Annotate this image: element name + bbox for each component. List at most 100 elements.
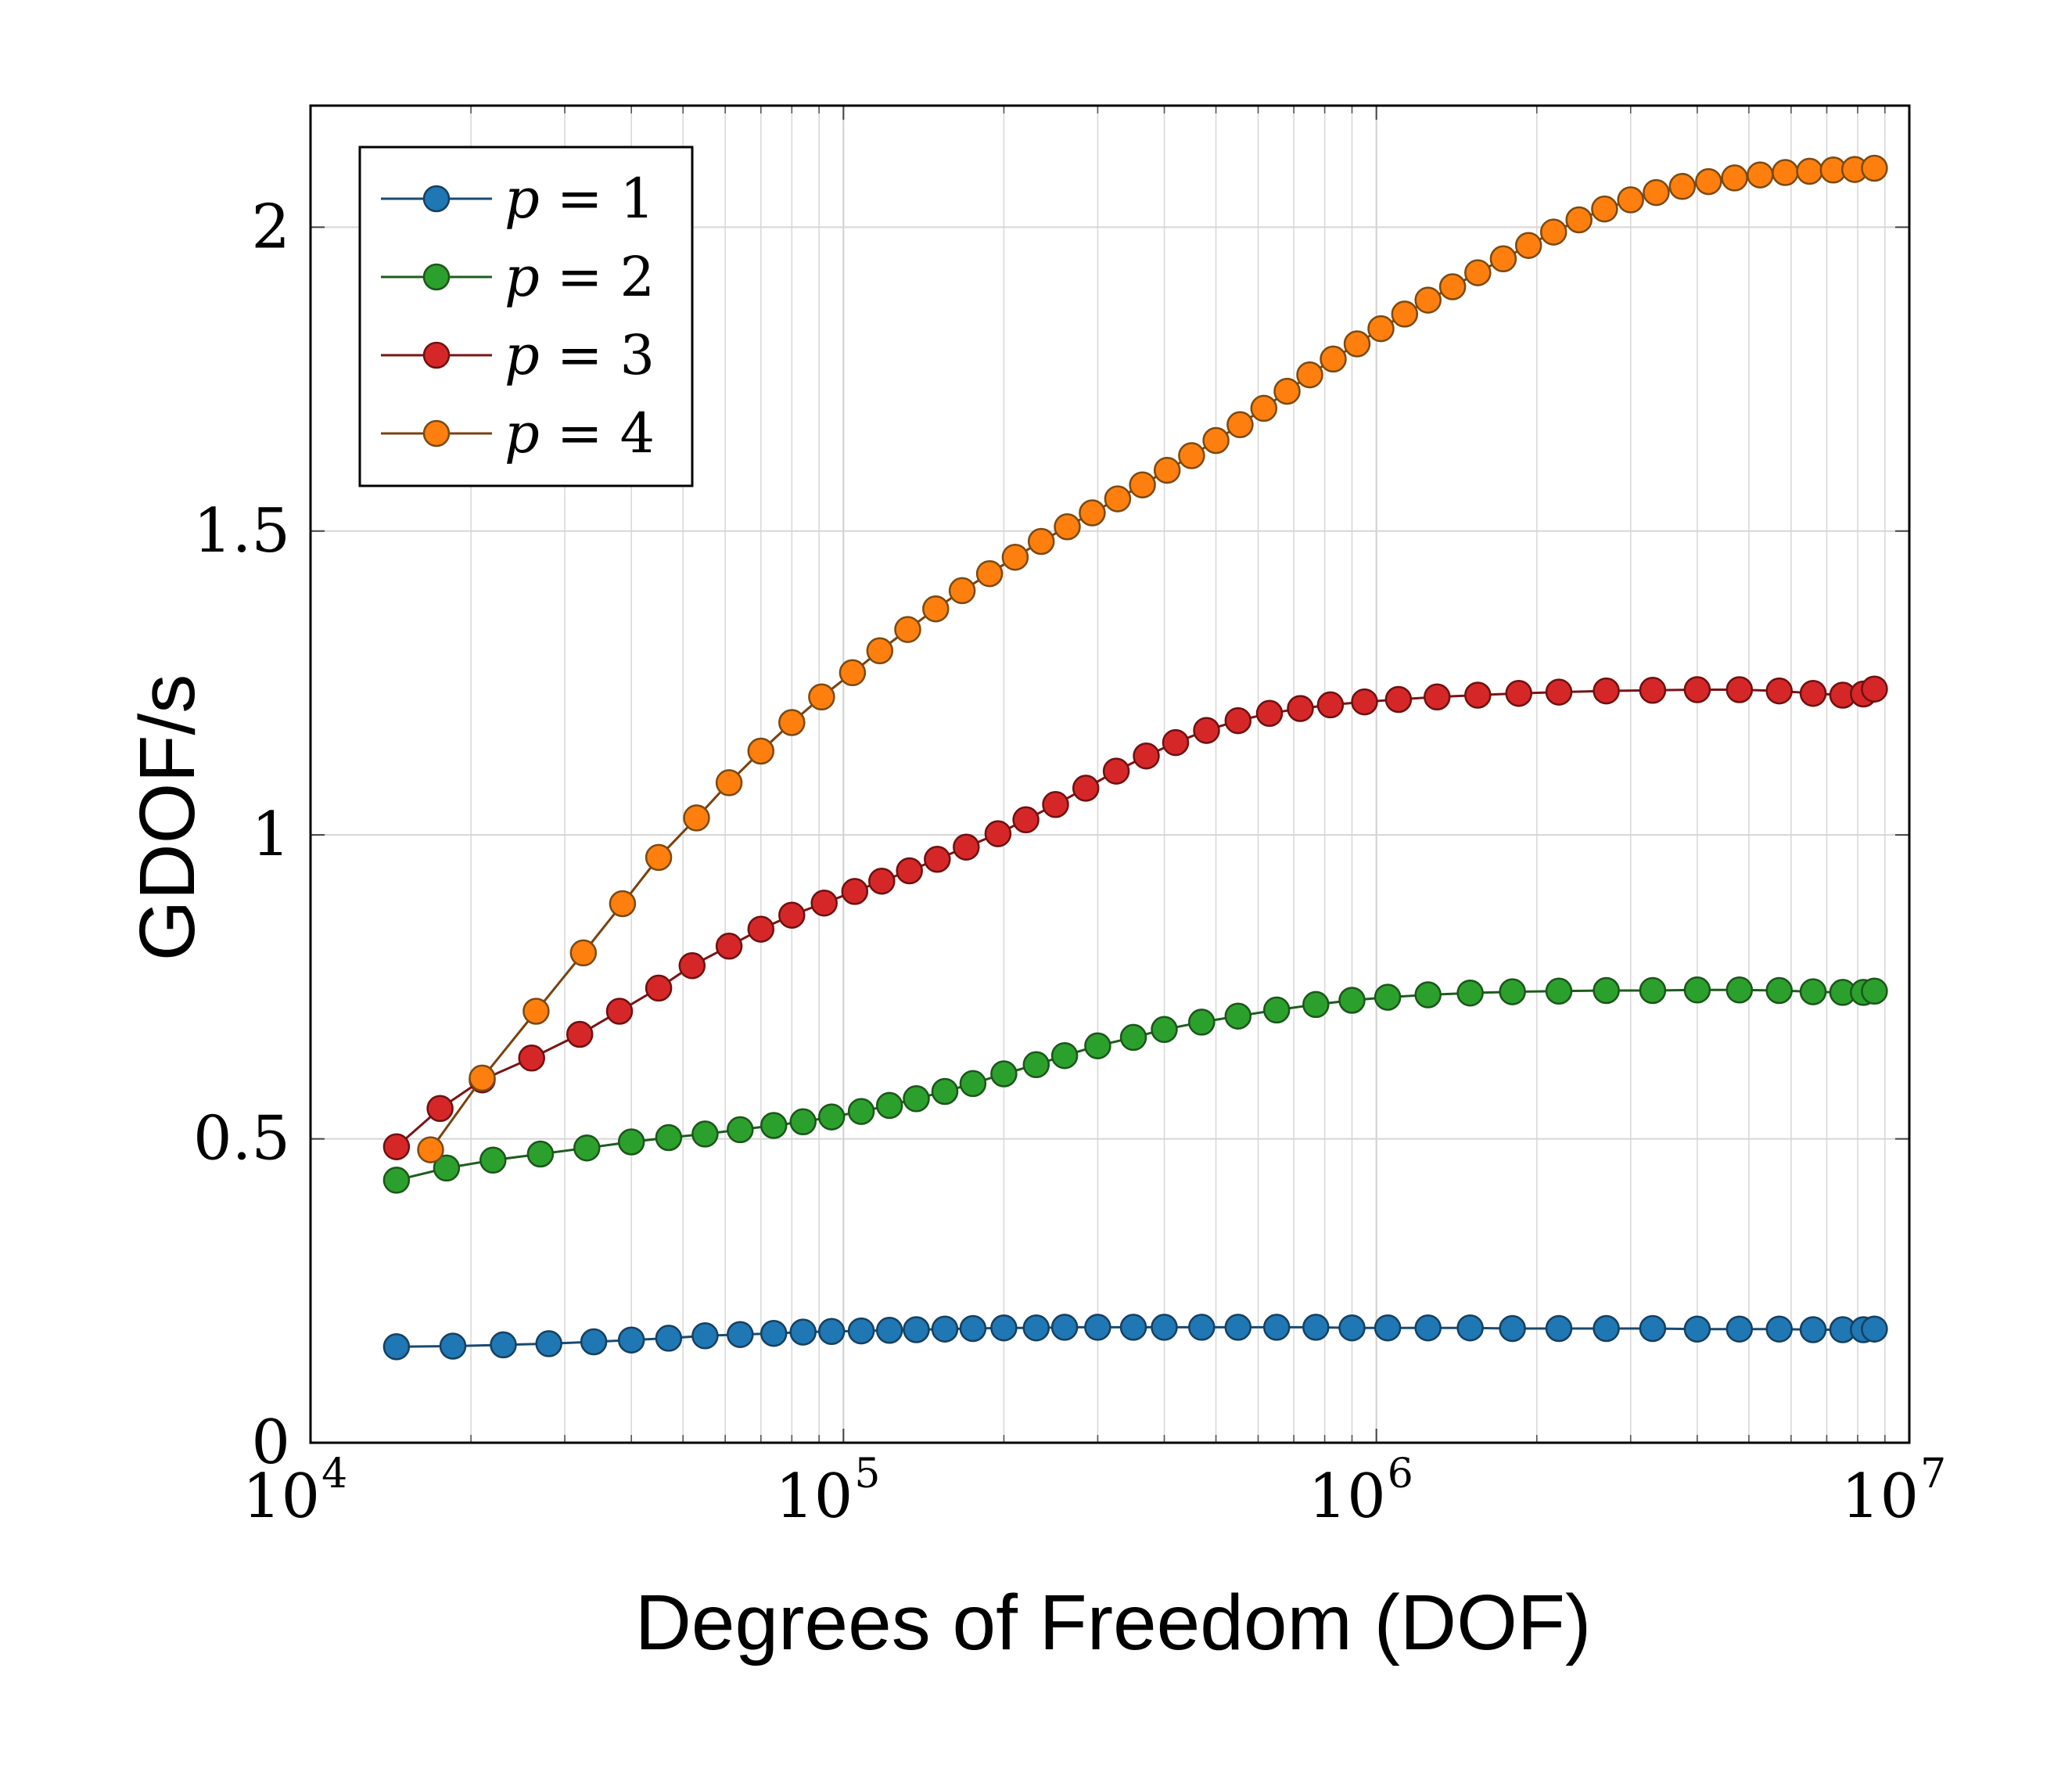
data-point-p4	[1250, 394, 1278, 422]
data-point-p2	[847, 1098, 875, 1125]
data-point-p4	[609, 890, 637, 918]
data-point-p4	[1668, 173, 1697, 200]
data-point-p3	[715, 933, 743, 960]
data-point-p1	[1224, 1314, 1252, 1341]
data-point-p4	[1643, 178, 1670, 207]
data-point-p2	[1224, 1002, 1252, 1030]
data-point-p1	[875, 1317, 903, 1344]
data-point-p1	[727, 1321, 754, 1348]
data-point-p3	[841, 878, 869, 905]
x-tick-label: 106	[1308, 1451, 1413, 1532]
data-point-p4	[1027, 527, 1055, 556]
legend-value: 3	[619, 323, 655, 387]
legend-label-p4: p = 4	[505, 401, 655, 466]
legend-variable: p	[505, 323, 540, 387]
data-point-p1	[1683, 1315, 1711, 1343]
data-point-p3	[1351, 688, 1378, 716]
data-point-p2	[655, 1124, 683, 1152]
data-point-p1	[789, 1318, 817, 1346]
legend-variable: p	[505, 167, 540, 231]
data-point-p4	[747, 737, 775, 765]
data-point-p1	[847, 1317, 875, 1345]
x-tick-exponent: 7	[1920, 1451, 1946, 1498]
data-point-p4	[1747, 161, 1774, 189]
data-point-p2	[903, 1085, 930, 1113]
data-point-p4	[866, 637, 894, 665]
legend-variable: p	[505, 401, 540, 466]
data-point-p1	[1861, 1315, 1888, 1343]
legend-label-p1: p = 1	[505, 167, 655, 231]
data-point-p3	[382, 1133, 411, 1160]
data-point-p1	[959, 1314, 987, 1343]
data-point-p4	[1320, 345, 1347, 373]
data-point-p4	[948, 577, 976, 605]
data-point-p2	[1499, 978, 1526, 1005]
data-point-p3	[1799, 679, 1827, 707]
data-point-p4	[1153, 456, 1181, 484]
data-point-p2	[1119, 1023, 1147, 1052]
data-point-p4	[1591, 195, 1618, 223]
data-point-p2	[526, 1140, 555, 1168]
data-point-p2	[1188, 1009, 1216, 1036]
x-tick-exponent: 6	[1388, 1451, 1413, 1498]
data-point-p2	[875, 1091, 903, 1120]
data-point-p4	[1414, 286, 1442, 314]
data-point-p3	[1593, 677, 1620, 705]
data-point-p2	[1725, 976, 1754, 1004]
y-axis-title: GDOF/s	[124, 674, 211, 962]
data-point-p3	[1193, 717, 1220, 744]
data-point-p1	[1119, 1314, 1147, 1341]
y-tick-label: 0.5	[193, 1104, 290, 1174]
data-point-p4	[645, 843, 673, 872]
data-point-p3	[1287, 695, 1314, 722]
plot-area	[310, 106, 1910, 1444]
data-point-p4	[1391, 300, 1419, 328]
data-point-p4	[1617, 186, 1644, 214]
data-point-p4	[778, 709, 806, 736]
data-point-p2	[573, 1134, 601, 1162]
data-point-p3	[984, 820, 1012, 847]
legend-operator: =	[557, 245, 603, 309]
data-point-p3	[566, 1020, 594, 1048]
x-tick-base: 10	[1308, 1462, 1385, 1532]
data-point-p3	[678, 951, 706, 980]
data-point-p1	[1338, 1314, 1366, 1342]
data-point-p4	[1178, 442, 1205, 469]
data-point-p1	[535, 1330, 562, 1357]
data-point-p4	[808, 683, 835, 711]
data-point-p3	[1255, 699, 1284, 728]
data-point-p3	[1072, 775, 1100, 802]
data-point-p4	[1772, 159, 1799, 186]
data-point-p3	[1133, 742, 1160, 770]
data-point-p2	[1861, 977, 1888, 1005]
x-tick-base: 10	[1841, 1462, 1919, 1532]
data-point-p3	[1683, 676, 1711, 703]
data-point-p4	[1343, 330, 1371, 358]
x-axis-title: Degrees of Freedom (DOF)	[635, 1579, 1592, 1667]
data-point-p2	[691, 1120, 719, 1148]
data-point-p1	[903, 1316, 930, 1343]
data-point-p1	[1151, 1314, 1178, 1341]
data-point-p3	[1464, 681, 1492, 709]
data-point-p1	[1262, 1314, 1291, 1341]
data-point-p4	[1438, 273, 1467, 300]
data-point-p1	[1499, 1314, 1526, 1343]
data-point-p4	[922, 595, 950, 623]
legend-value: 2	[619, 245, 655, 309]
data-point-p3	[518, 1045, 545, 1072]
data-point-p1	[1084, 1314, 1111, 1341]
data-point-p3	[426, 1095, 454, 1123]
legend-label-p2: p = 2	[505, 245, 655, 309]
x-tick-exponent: 4	[321, 1451, 347, 1498]
data-point-p1	[759, 1319, 788, 1347]
legend-value: 1	[619, 167, 655, 231]
data-point-p4	[1721, 164, 1748, 192]
data-point-p2	[433, 1154, 461, 1182]
data-point-p2	[1639, 976, 1667, 1005]
data-point-p4	[1226, 411, 1254, 439]
x-tick-label: 105	[775, 1451, 880, 1532]
data-point-p2	[1262, 996, 1291, 1024]
data-point-p2	[1084, 1032, 1111, 1059]
data-point-p4	[469, 1064, 496, 1092]
